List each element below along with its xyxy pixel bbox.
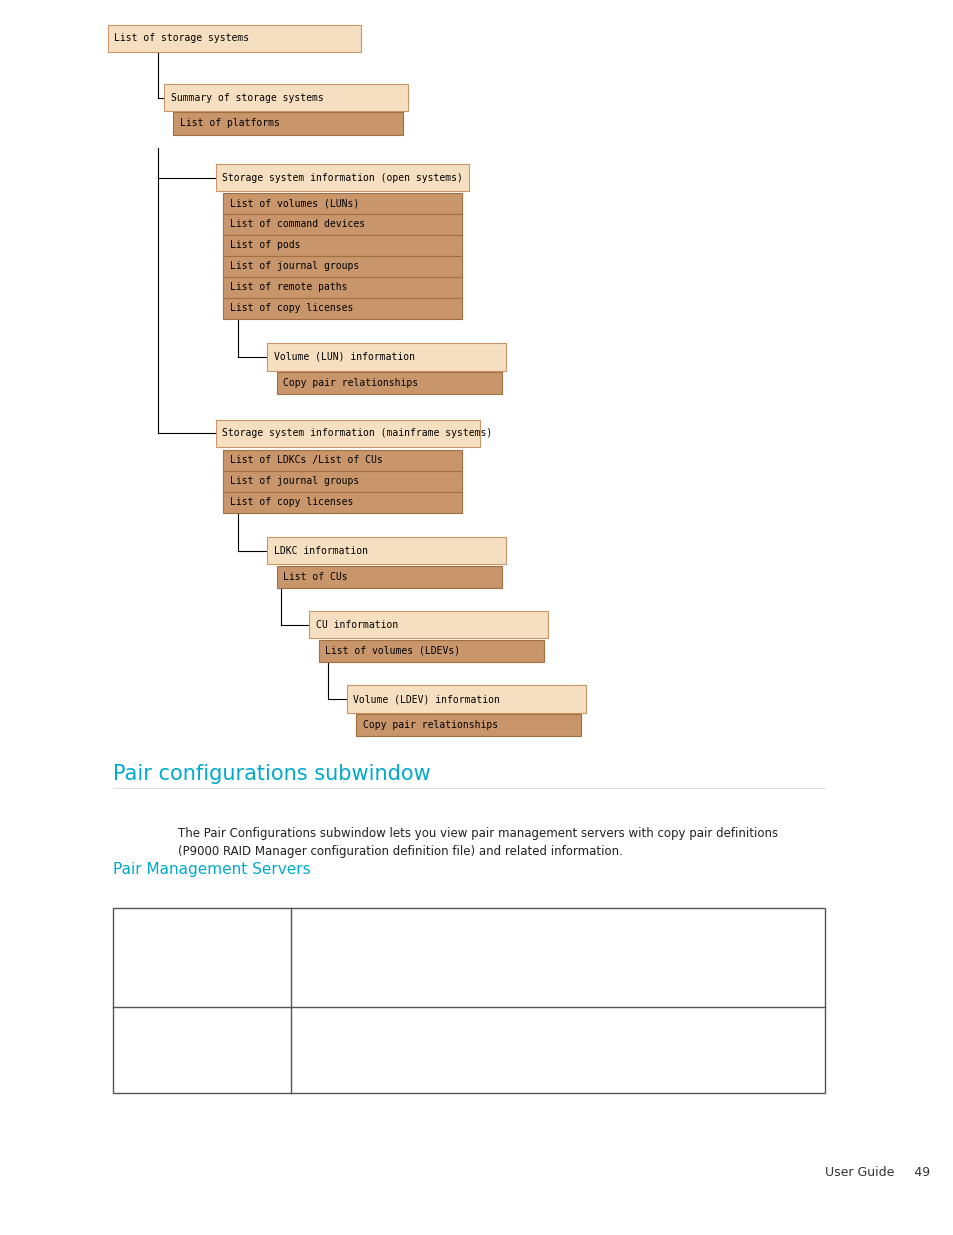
Text: List of platforms: List of platforms xyxy=(180,119,279,128)
Text: IP Address: IP Address xyxy=(122,1045,189,1055)
FancyBboxPatch shape xyxy=(318,640,543,662)
FancyBboxPatch shape xyxy=(223,450,462,471)
Text: LDKC information: LDKC information xyxy=(274,546,368,556)
Text: Displays the IP address of the pair management server. If the host has both
an I: Displays the IP address of the pair mana… xyxy=(301,1014,697,1052)
FancyBboxPatch shape xyxy=(223,256,462,277)
FancyBboxPatch shape xyxy=(164,84,408,111)
FancyBboxPatch shape xyxy=(223,235,462,256)
Text: List of journal groups: List of journal groups xyxy=(230,475,358,487)
FancyBboxPatch shape xyxy=(355,714,580,736)
Text: List of remote paths: List of remote paths xyxy=(230,282,347,293)
FancyBboxPatch shape xyxy=(309,611,548,638)
FancyBboxPatch shape xyxy=(173,112,403,135)
Text: Pair configurations subwindow: Pair configurations subwindow xyxy=(112,764,430,784)
Text: User Guide     49: User Guide 49 xyxy=(824,1166,929,1179)
Text: Pair Management Servers: Pair Management Servers xyxy=(112,862,310,877)
FancyBboxPatch shape xyxy=(108,25,360,52)
Text: Copy pair relationships: Copy pair relationships xyxy=(362,720,497,730)
Text: Volume (LDEV) information: Volume (LDEV) information xyxy=(354,694,499,704)
Text: List of storage systems: List of storage systems xyxy=(114,33,250,43)
FancyBboxPatch shape xyxy=(223,298,462,319)
Text: List of copy licenses: List of copy licenses xyxy=(230,303,353,314)
Text: List of pods: List of pods xyxy=(230,240,300,251)
FancyBboxPatch shape xyxy=(215,420,479,447)
Text: List of LDKCs /List of CUs: List of LDKCs /List of CUs xyxy=(230,454,382,466)
Text: Volume (LUN) information: Volume (LUN) information xyxy=(274,352,415,362)
Text: List of CUs: List of CUs xyxy=(283,572,348,582)
Text: Pair Management Server: Pair Management Server xyxy=(122,952,276,962)
Text: List of copy licenses: List of copy licenses xyxy=(230,496,353,508)
Text: Displays the name of the pair management server that issues instructions to
stor: Displays the name of the pair management… xyxy=(301,915,704,967)
FancyBboxPatch shape xyxy=(223,193,462,214)
Text: Summary of storage systems: Summary of storage systems xyxy=(171,93,323,103)
Text: List of journal groups: List of journal groups xyxy=(230,261,358,272)
FancyBboxPatch shape xyxy=(223,214,462,235)
Text: Copy pair relationships: Copy pair relationships xyxy=(283,378,417,388)
FancyBboxPatch shape xyxy=(267,537,506,564)
FancyBboxPatch shape xyxy=(276,372,501,394)
Text: List of volumes (LDEVs): List of volumes (LDEVs) xyxy=(325,646,460,656)
FancyBboxPatch shape xyxy=(223,492,462,513)
FancyBboxPatch shape xyxy=(223,277,462,298)
Text: List of command devices: List of command devices xyxy=(230,219,364,230)
Text: Storage system information (mainframe systems): Storage system information (mainframe sy… xyxy=(222,429,492,438)
FancyBboxPatch shape xyxy=(215,164,468,191)
Text: Storage system information (open systems): Storage system information (open systems… xyxy=(222,173,462,183)
FancyBboxPatch shape xyxy=(223,471,462,492)
FancyBboxPatch shape xyxy=(276,566,501,588)
Text: The Pair Configurations subwindow lets you view pair management servers with cop: The Pair Configurations subwindow lets y… xyxy=(178,827,778,858)
FancyBboxPatch shape xyxy=(267,343,506,370)
Bar xyxy=(112,908,824,1093)
Text: List of volumes (LUNs): List of volumes (LUNs) xyxy=(230,198,358,209)
FancyBboxPatch shape xyxy=(347,685,585,713)
Text: CU information: CU information xyxy=(315,620,397,630)
